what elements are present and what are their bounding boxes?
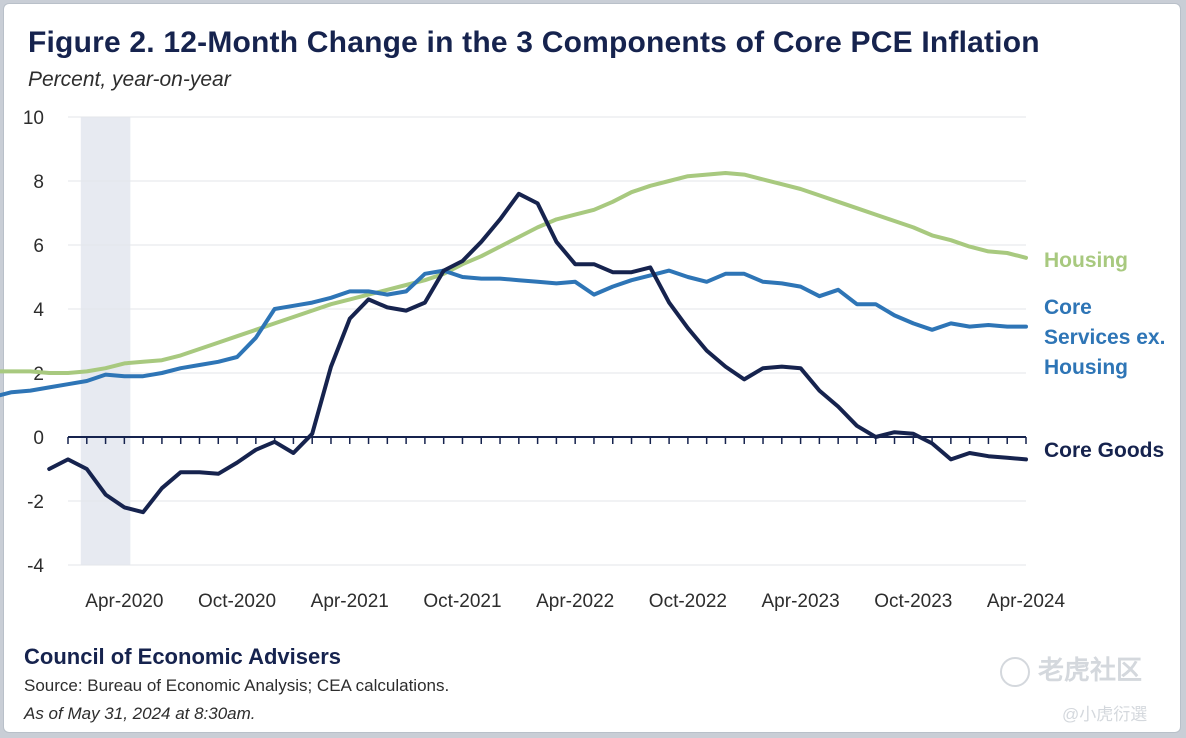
x-tick-label: Apr-2022 xyxy=(536,591,614,612)
x-tick-label: Oct-2022 xyxy=(649,591,727,612)
y-tick-label: 6 xyxy=(33,236,44,257)
y-tick-label: 0 xyxy=(33,428,44,449)
series-line-core-services-ex-housing xyxy=(0,268,1028,398)
series-label: Core xyxy=(1044,296,1092,319)
chart-frame: Figure 2. 12-Month Change in the 3 Compo… xyxy=(3,3,1181,733)
y-tick-label: -2 xyxy=(27,492,44,513)
x-tick-label: Apr-2021 xyxy=(311,591,389,612)
x-tick-label: Apr-2024 xyxy=(987,591,1066,612)
x-tick-label: Oct-2023 xyxy=(874,591,952,612)
x-tick-label: Apr-2020 xyxy=(85,591,163,612)
x-tick-label: Oct-2020 xyxy=(198,591,276,612)
y-tick-label: 10 xyxy=(23,108,44,129)
y-tick-label: 8 xyxy=(33,172,44,193)
y-tick-label: 4 xyxy=(33,300,44,321)
x-tick-label: Apr-2023 xyxy=(762,591,840,612)
series-label: Services ex. xyxy=(1044,326,1165,349)
chart-subtitle: Percent, year-on-year xyxy=(28,68,231,91)
y-tick-label: -4 xyxy=(27,556,44,577)
y-tick-label: 2 xyxy=(33,364,44,385)
series-label: Housing xyxy=(1044,356,1128,379)
series-line-housing xyxy=(0,171,1028,375)
footer-organization: Council of Economic Advisers xyxy=(24,644,342,669)
footer-as-of-date: As of May 31, 2024 at 8:30am. xyxy=(24,704,256,723)
recession-shading xyxy=(80,117,131,565)
series-label: Core Goods xyxy=(1044,439,1164,462)
chart-title: Figure 2. 12-Month Change in the 3 Compo… xyxy=(28,26,1040,59)
series-label: Housing xyxy=(1044,249,1128,272)
series-line-core-goods xyxy=(47,191,1028,515)
footer-source: Source: Bureau of Economic Analysis; CEA… xyxy=(24,676,450,695)
watermark-text: 老虎社区 xyxy=(1038,655,1143,685)
x-tick-label: Oct-2021 xyxy=(423,591,501,612)
watermark-handle: @小虎衍選 xyxy=(1062,705,1148,724)
watermark: 老虎社区 xyxy=(1000,650,1143,688)
watermark-logo-icon xyxy=(1000,657,1030,688)
